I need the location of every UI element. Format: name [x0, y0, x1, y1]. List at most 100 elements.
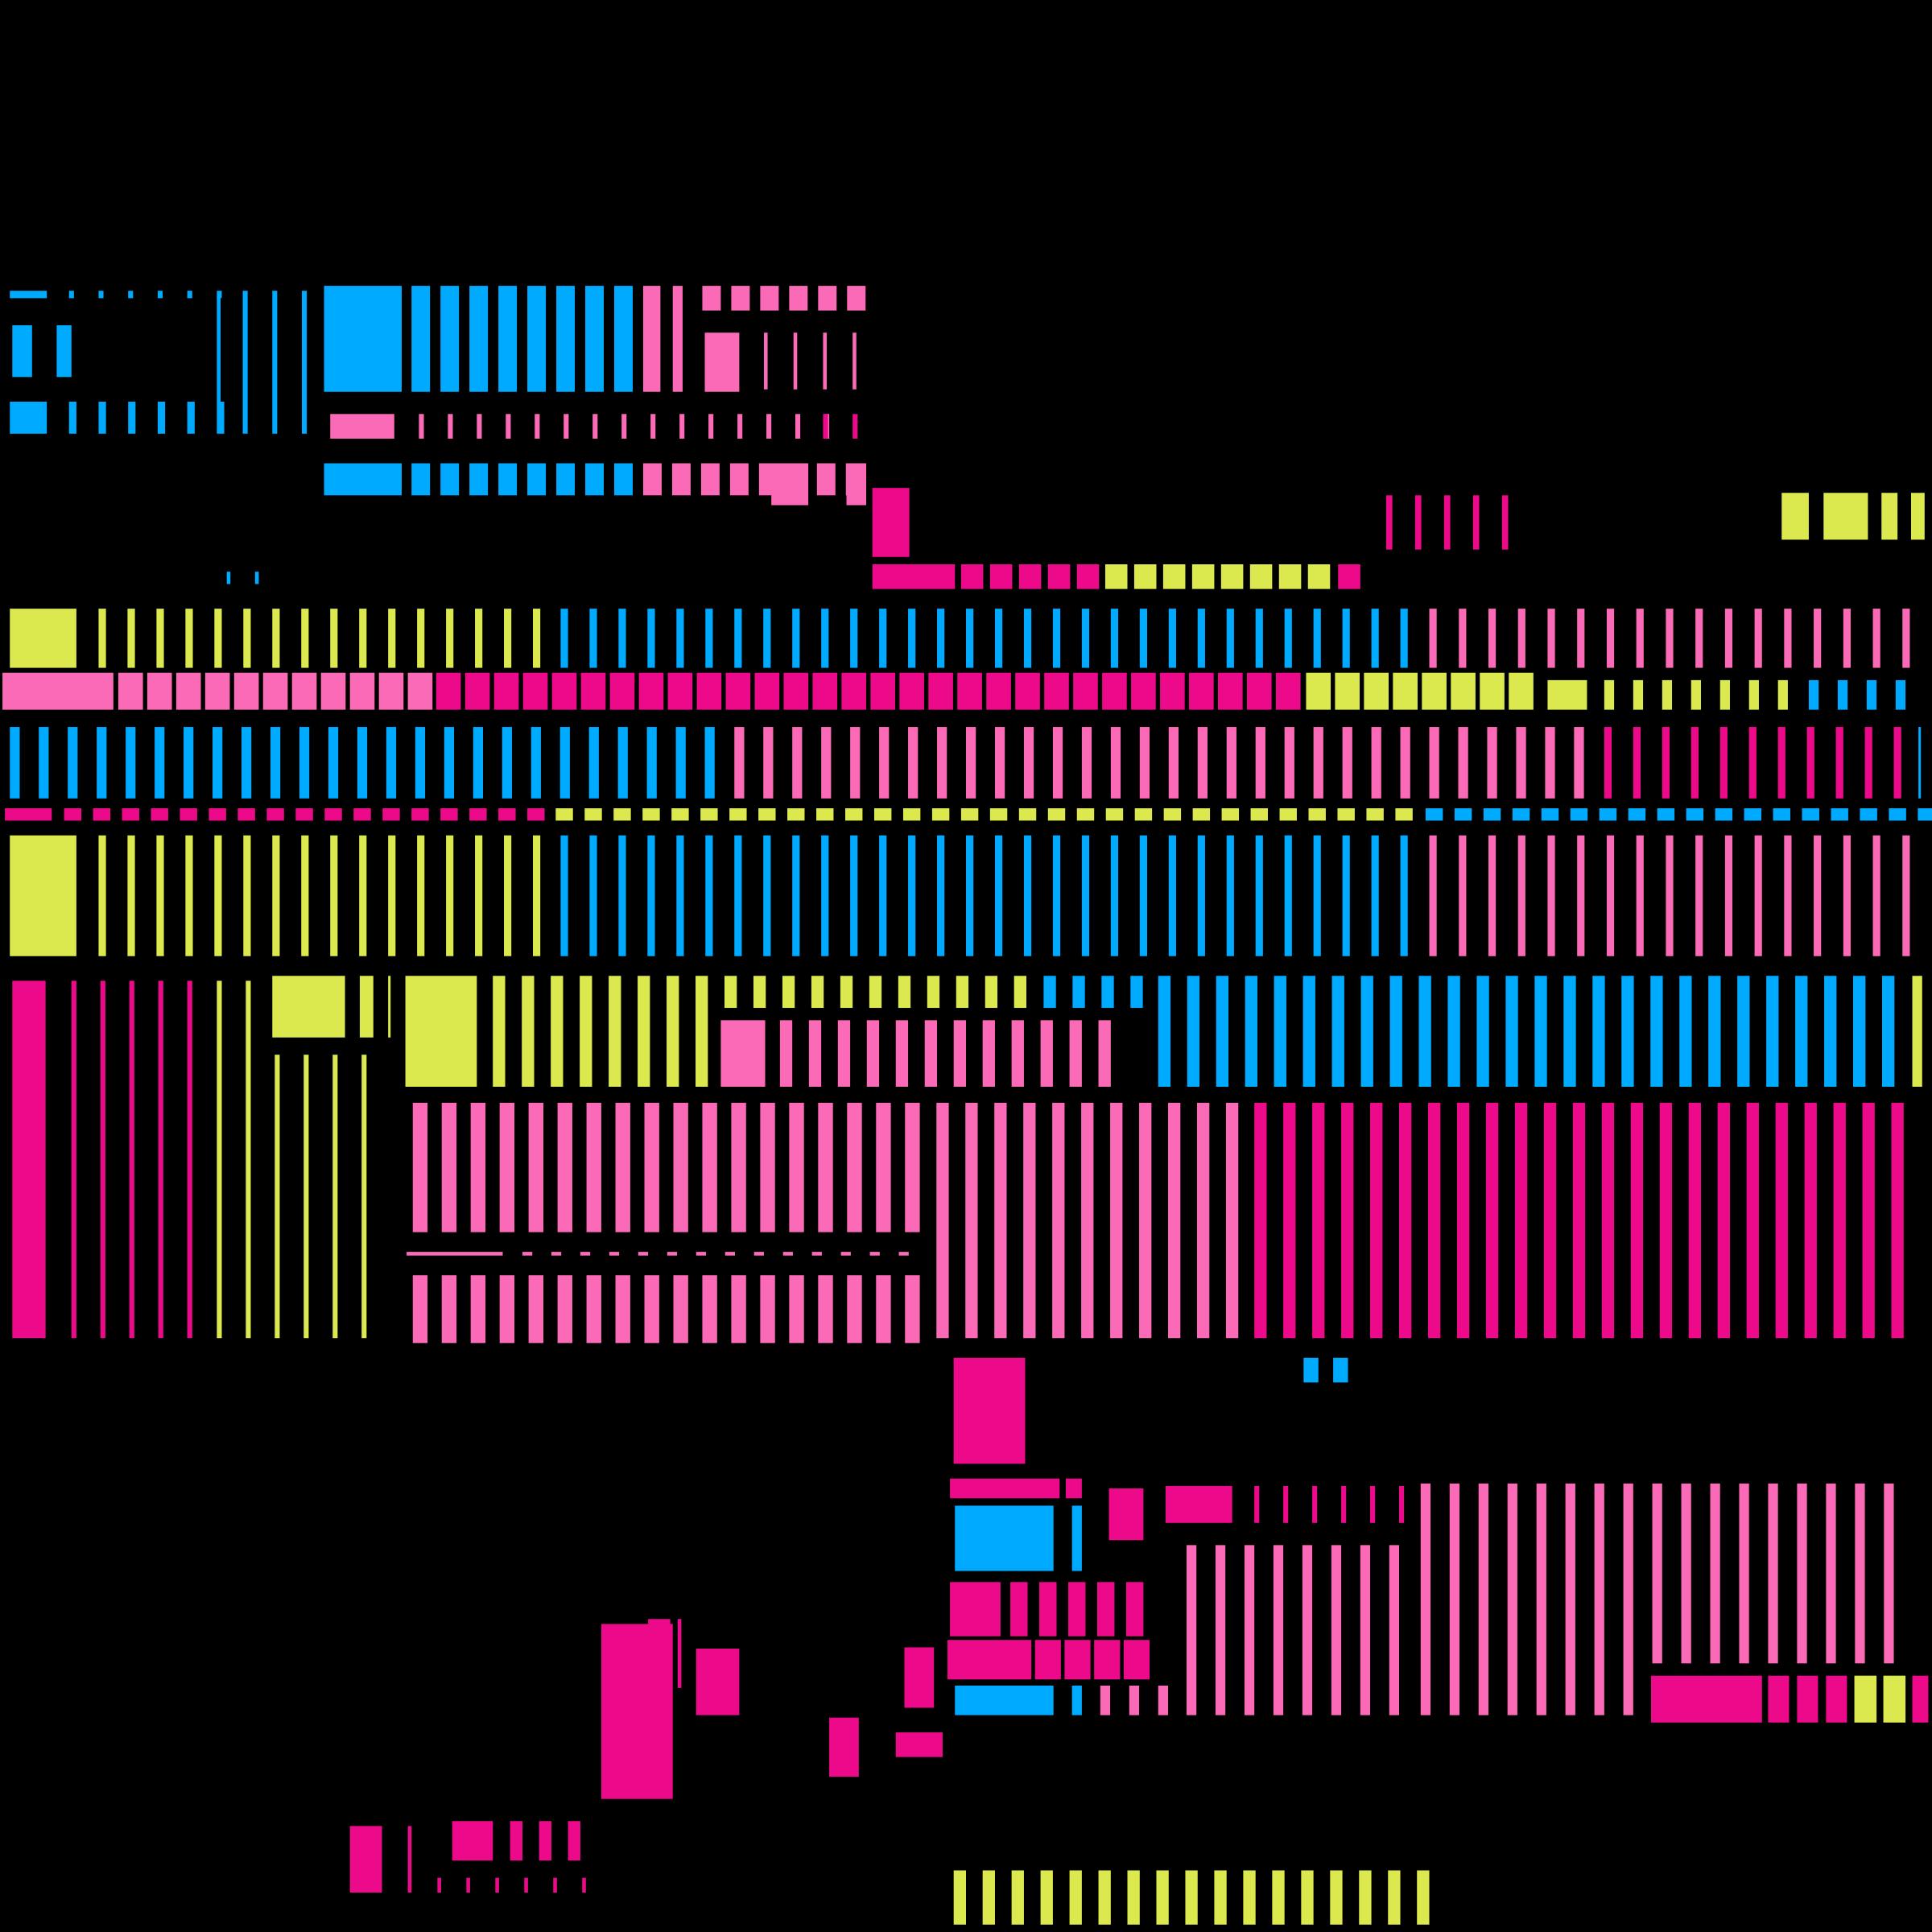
bar [1366, 808, 1384, 821]
bar [1797, 1483, 1807, 1664]
bar [823, 332, 828, 390]
bar [180, 808, 197, 821]
bar [994, 609, 1003, 668]
bar [419, 414, 424, 439]
bar [618, 835, 626, 956]
bar [1312, 1485, 1318, 1523]
bar [955, 1685, 1054, 1715]
bar [1226, 835, 1234, 956]
bar [1040, 1870, 1053, 1925]
bar [586, 1102, 601, 1232]
bar [100, 980, 105, 1339]
bar [1695, 609, 1703, 668]
bar [638, 1252, 649, 1256]
bar [1717, 1102, 1730, 1339]
bar [673, 1275, 688, 1344]
bar [242, 727, 252, 799]
bar [1371, 835, 1379, 956]
bar [1599, 808, 1617, 821]
bar [986, 672, 1011, 710]
bar [1308, 808, 1326, 821]
bar [847, 286, 866, 311]
bar [560, 835, 568, 956]
bar [1902, 835, 1910, 956]
bar [1594, 1483, 1604, 1715]
bar [217, 291, 222, 299]
bar [378, 672, 404, 710]
bar [818, 1275, 833, 1344]
bar [556, 286, 576, 392]
bar [966, 609, 974, 668]
bar [382, 808, 400, 821]
bar [1370, 1485, 1376, 1523]
bar [760, 1275, 775, 1344]
bar [816, 463, 836, 496]
bar [1313, 835, 1321, 956]
bar [1872, 609, 1880, 668]
bar [989, 564, 1013, 589]
bar [556, 463, 576, 496]
bar [1443, 495, 1451, 550]
bar [852, 414, 858, 439]
bar [1400, 835, 1408, 956]
bar [328, 727, 339, 799]
bar [405, 976, 477, 1087]
bar [1547, 609, 1555, 668]
bar [1739, 1483, 1749, 1664]
bar [213, 727, 223, 799]
bar [829, 1717, 859, 1777]
bar [1456, 1102, 1470, 1339]
bar [1891, 1102, 1904, 1339]
bar [642, 463, 662, 496]
bar [1197, 727, 1208, 799]
bar [493, 672, 519, 710]
bar [872, 564, 956, 589]
bar [1666, 835, 1674, 956]
bar [522, 672, 548, 710]
bar [1802, 808, 1819, 821]
bar [527, 286, 547, 392]
bar [1837, 679, 1848, 710]
bar [642, 286, 661, 392]
bar [905, 1275, 920, 1344]
bar [1243, 1870, 1256, 1925]
bar [638, 976, 650, 1087]
bar [614, 463, 633, 496]
bar [359, 835, 367, 956]
bar [555, 808, 573, 821]
bar [1545, 727, 1555, 799]
bar [1910, 493, 1925, 540]
bar [1254, 1102, 1267, 1339]
bar [1826, 1675, 1847, 1723]
bar [1650, 976, 1663, 1087]
bar [1831, 808, 1848, 821]
bar [412, 1102, 428, 1232]
bar [1333, 1357, 1348, 1383]
bar [1130, 976, 1143, 1009]
bar [411, 808, 429, 821]
bar [349, 672, 375, 710]
bar [1514, 1102, 1528, 1339]
bar [1160, 672, 1185, 710]
bar [1168, 1102, 1181, 1339]
bar [1630, 1102, 1644, 1339]
bar [1337, 808, 1355, 821]
bar [498, 463, 518, 496]
bar [789, 1102, 804, 1232]
bar [68, 727, 78, 799]
bar [1795, 976, 1808, 1087]
bar [1636, 609, 1644, 668]
bar [156, 835, 164, 956]
bar [902, 808, 921, 821]
bar [157, 401, 166, 434]
bar [118, 672, 143, 710]
bar [1081, 727, 1092, 799]
bar [898, 1252, 909, 1256]
bar [1429, 727, 1439, 799]
bar [1651, 1675, 1762, 1723]
bar [763, 835, 771, 956]
bar [10, 727, 20, 799]
bar [869, 1252, 880, 1256]
bar [388, 835, 396, 956]
